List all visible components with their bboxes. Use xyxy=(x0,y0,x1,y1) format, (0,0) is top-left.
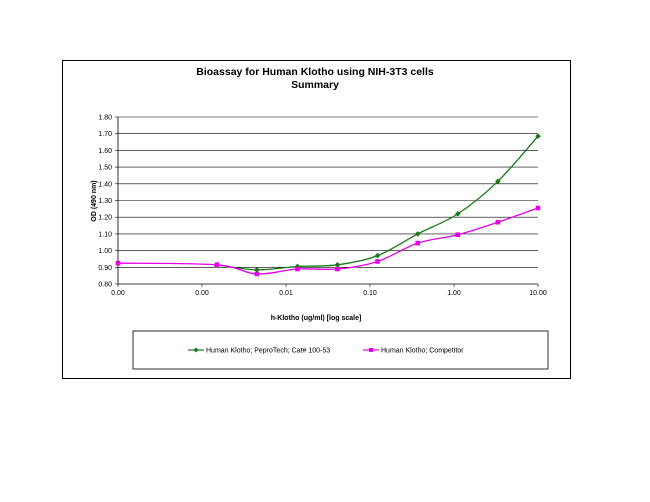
data-point-series-1 xyxy=(334,261,341,268)
legend-marker-1 xyxy=(193,347,199,353)
legend-item-series-2: Human Klotho; Competitor xyxy=(363,348,464,355)
series-line-1 xyxy=(216,135,539,271)
x-tick-label: 0.01 xyxy=(279,290,293,297)
data-point-series-2 xyxy=(455,232,461,238)
series-layer xyxy=(115,133,541,277)
y-tick-label: 1.30 xyxy=(98,198,112,205)
y-tick-label: 1.10 xyxy=(98,231,112,238)
y-axis-title: OD (490 nm) xyxy=(91,180,98,221)
y-tick-label: 1.20 xyxy=(98,215,112,222)
y-tick-label: 1.80 xyxy=(98,115,112,122)
data-point-series-1 xyxy=(495,178,501,185)
data-point-series-1 xyxy=(254,267,260,273)
chart-title: Bioassay for Human Klotho using NIH-3T3 … xyxy=(196,66,434,78)
data-point-series-1 xyxy=(294,263,301,270)
data-point-series-2 xyxy=(375,259,380,264)
series-line-2 xyxy=(117,207,539,275)
x-tick-labels: 0.00 0.00 0.01 0.10 1.00 10.00 xyxy=(111,290,547,297)
data-point-series-1 xyxy=(374,252,381,259)
data-point-series-2 xyxy=(415,240,421,246)
data-point-series-2 xyxy=(115,260,121,266)
x-axis-title: h-Klotho (ug/ml) [log scale] xyxy=(271,315,362,322)
x-tick-label: 1.00 xyxy=(447,290,461,297)
data-point-series-1 xyxy=(455,211,461,217)
y-tick-label: 1.00 xyxy=(98,248,112,255)
y-tick-label: 1.60 xyxy=(98,148,112,155)
legend-label-1: Human Klotho; PeproTech; Cat# 100-53 xyxy=(206,348,330,355)
data-point-series-2 xyxy=(214,262,220,268)
data-point-series-2 xyxy=(295,266,300,272)
chart-subtitle: Summary xyxy=(291,79,339,91)
data-point-series-2 xyxy=(495,219,501,225)
x-tick-label: 0.00 xyxy=(195,290,209,297)
x-tick-label: 0.00 xyxy=(111,290,125,297)
y-tick-label: 1.70 xyxy=(98,131,112,138)
y-tick-labels: 0.80 0.90 1.00 1.10 1.20 1.30 1.40 1.50 1.60 1.70… xyxy=(98,115,112,289)
y-tick-label: 1.40 xyxy=(98,181,112,188)
x-tick-label: 10.00 xyxy=(529,290,547,297)
legend-label-2: Human Klotho; Competitor xyxy=(381,348,464,355)
y-tick-label: 0.80 xyxy=(98,282,112,289)
gridlines xyxy=(115,116,539,287)
data-point-series-1 xyxy=(535,133,541,140)
x-tick-label: 0.10 xyxy=(363,290,377,297)
chart-frame xyxy=(62,60,571,379)
data-point-series-1 xyxy=(414,231,421,237)
legend-marker-2 xyxy=(369,348,373,352)
data-point-series-2 xyxy=(254,271,260,277)
legend-item-series-1: Human Klotho; PeproTech; Cat# 100-53 xyxy=(188,347,330,355)
y-tick-label: 1.50 xyxy=(98,165,112,172)
y-tick-label: 0.90 xyxy=(98,265,112,272)
data-point-series-2 xyxy=(335,266,340,272)
data-point-series-2 xyxy=(535,205,541,211)
